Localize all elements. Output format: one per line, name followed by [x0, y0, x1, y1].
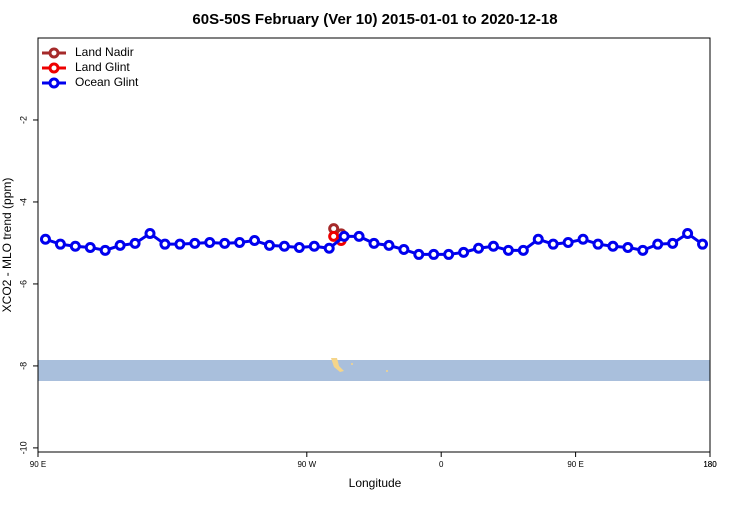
data-point — [293, 241, 305, 253]
data-point — [622, 241, 634, 253]
data-point — [458, 246, 470, 258]
data-point — [487, 240, 499, 252]
data-point — [353, 230, 365, 242]
data-point — [39, 233, 51, 245]
data-point — [323, 242, 335, 254]
data-point — [278, 240, 290, 252]
x-tick-label: 180 — [703, 460, 717, 469]
data-point — [383, 239, 395, 251]
land-blob — [351, 363, 353, 365]
legend-marker — [48, 62, 60, 74]
map-strip — [38, 360, 710, 381]
x-axis-label: Longitude — [349, 476, 402, 490]
data-point — [234, 237, 246, 249]
data-point — [413, 248, 425, 260]
data-point — [249, 234, 261, 246]
y-tick-label: -8 — [18, 362, 28, 370]
legend-label: Land Nadir — [75, 45, 134, 59]
x-tick-label: 90 W — [297, 460, 316, 469]
chart-title: 60S-50S February (Ver 10) 2015-01-01 to … — [192, 11, 557, 28]
data-point — [219, 237, 231, 249]
data-point — [502, 244, 514, 256]
data-point — [577, 233, 589, 245]
plot-frame — [37, 37, 711, 453]
data-point — [189, 237, 201, 249]
legend-label: Land Glint — [75, 60, 130, 74]
y-tick-label: -10 — [18, 441, 28, 454]
y-tick-label: -4 — [18, 198, 28, 206]
legend-marker — [48, 47, 60, 59]
data-point — [54, 238, 66, 250]
data-point — [428, 248, 440, 260]
data-point — [652, 238, 664, 250]
x-tick-label: 90 E — [567, 460, 583, 469]
data-point — [398, 244, 410, 256]
y-tick-label: -6 — [18, 280, 28, 288]
legend-marker — [48, 77, 60, 89]
data-point — [473, 242, 485, 254]
data-point — [99, 244, 111, 256]
data-point — [69, 240, 81, 252]
data-point — [114, 239, 126, 251]
data-point — [129, 237, 141, 249]
data-point — [697, 238, 709, 250]
x-tick-label: 90 E — [30, 460, 46, 469]
data-point — [204, 237, 216, 249]
data-point — [174, 238, 186, 250]
data-point — [368, 237, 380, 249]
x-tick-label: 180 — [703, 460, 717, 469]
data-point — [144, 228, 156, 240]
data-point — [667, 237, 679, 249]
data-point — [562, 237, 574, 249]
data-point — [682, 228, 694, 240]
land-blob — [331, 358, 344, 372]
legend-label: Ocean Glint — [75, 75, 139, 89]
x-tick-label: 0 — [439, 460, 444, 469]
y-tick-label: -2 — [18, 116, 28, 124]
data-point — [308, 240, 320, 252]
data-point — [517, 244, 529, 256]
y-axis-label: XCO2 - MLO trend (ppm) — [0, 178, 14, 313]
data-point — [159, 238, 171, 250]
data-point — [532, 233, 544, 245]
data-point — [592, 238, 604, 250]
land-blob — [386, 370, 388, 372]
data-point — [338, 230, 350, 242]
data-point — [84, 241, 96, 253]
data-point — [547, 238, 559, 250]
data-point — [607, 240, 619, 252]
data-point — [263, 239, 275, 251]
data-point — [637, 244, 649, 256]
data-point — [443, 248, 455, 260]
